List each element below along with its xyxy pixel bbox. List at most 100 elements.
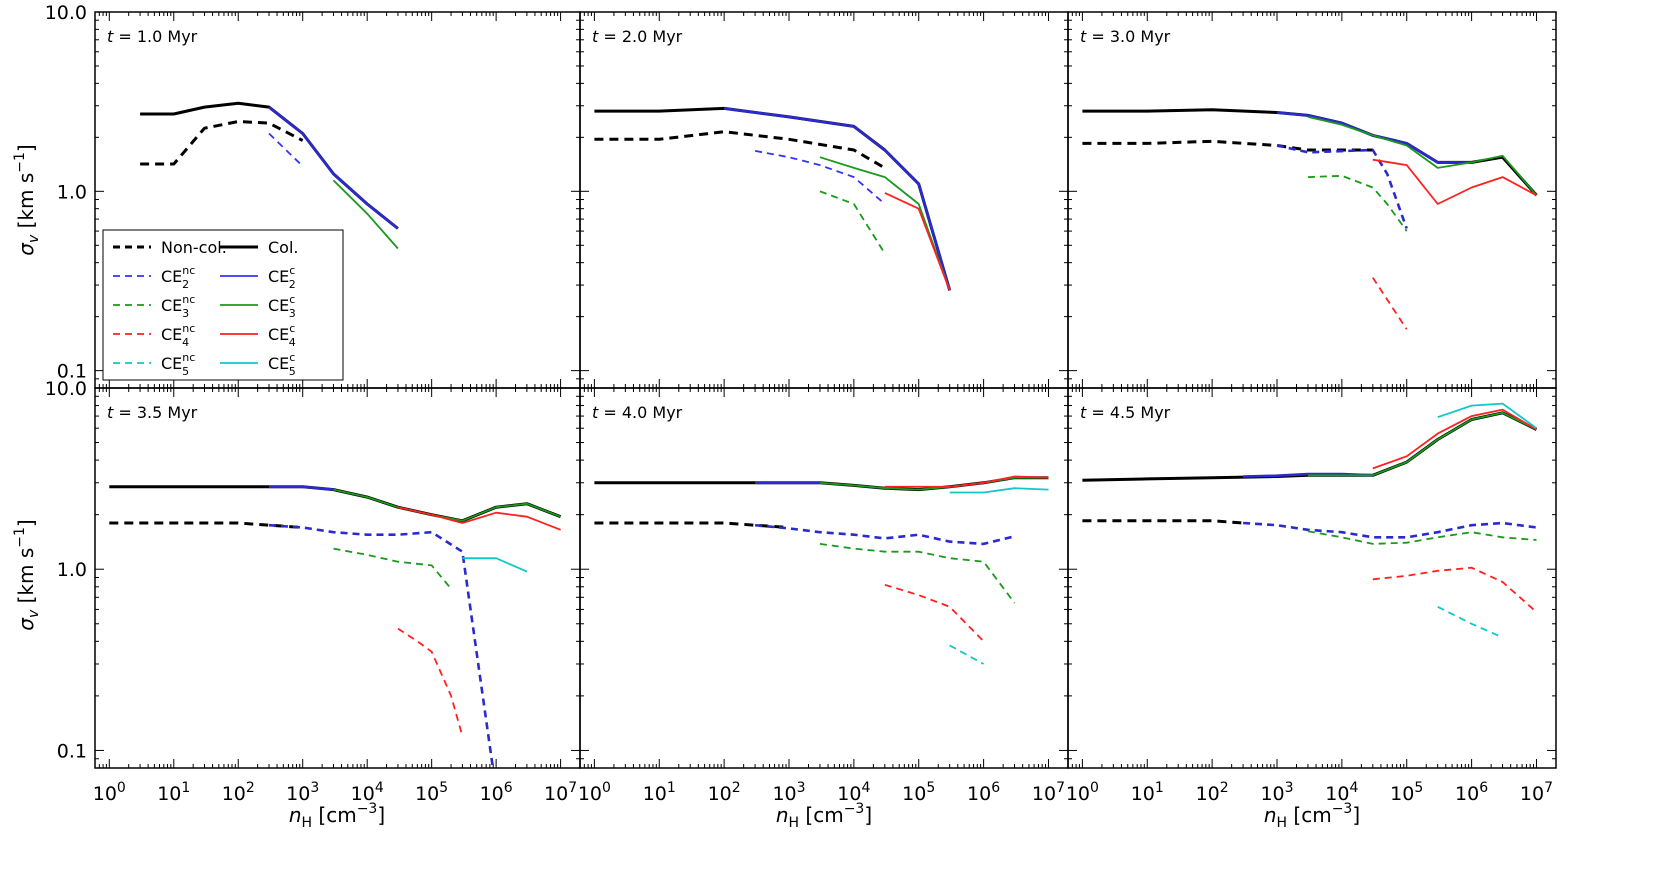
y-tick-label: 1.0 — [57, 559, 87, 581]
legend-label: CEc 5 — [268, 351, 296, 378]
axis-ticks — [1067, 11, 1556, 389]
axis-ticks — [1067, 387, 1556, 769]
y-tick-label: 0.1 — [57, 740, 87, 762]
x-tick-label: 104 — [351, 780, 384, 805]
x-tick-label: 105 — [1390, 780, 1423, 805]
series-line-ce4-nc — [397, 627, 464, 737]
legend-label: Non-col. — [161, 238, 227, 257]
x-tick-label: 106 — [480, 780, 513, 805]
series-line-ce3-nc — [1307, 174, 1408, 232]
series-line-non-col- — [109, 521, 303, 529]
series-line-ce4-nc — [884, 583, 985, 642]
series-line-ce5-nc — [949, 644, 985, 665]
series-line-ce3-nc — [819, 190, 886, 254]
series-line-ce5-c — [949, 487, 1049, 494]
series-line-ce2-nc — [1276, 144, 1408, 229]
x-tick-label: 107 — [1520, 780, 1553, 805]
series-line-ce2-nc — [754, 150, 886, 205]
x-tick-label: 104 — [1325, 780, 1358, 805]
panel-5: t = 4.0 Myr 100 101 102 103 104 105 106 107 — [578, 387, 1069, 805]
series-line-col- — [1082, 108, 1538, 197]
panel-6: t = 4.5 Myr 100 101 102 103 104 105 106 107 — [1066, 387, 1557, 805]
x-tick-label: 107 — [1032, 780, 1065, 805]
series-line-col- — [109, 485, 562, 523]
series-line-ce3-c — [1307, 411, 1537, 477]
x-tick-label: 102 — [222, 780, 255, 805]
panel-time-label: t = 4.0 Myr — [592, 403, 683, 422]
panel-4: t = 3.5 Myr 10.0 1.0 0.1 100 101 102 103 104 105 1… — [45, 378, 581, 805]
y-tick-label: 1.0 — [57, 181, 87, 203]
panel-frame — [1067, 387, 1557, 769]
series-line-ce2-nc — [268, 132, 304, 167]
x-tick-label: 100 — [93, 780, 126, 805]
x-tick-label: 101 — [643, 780, 676, 805]
y-tick-label: 10.0 — [45, 378, 87, 400]
series-line-col- — [594, 106, 952, 291]
series-line-ce3-nc — [819, 543, 1016, 604]
series-line-ce2-nc — [754, 523, 1015, 546]
series-line-ce2-c — [269, 485, 334, 491]
panels-group: t = 1.0 Myr 10.0 1.0 0.1 t = 2.0 Myr t = 3.0 … — [45, 2, 1557, 805]
x-tick-label: 103 — [772, 780, 805, 805]
panel-time-label: t = 2.0 Myr — [592, 27, 683, 46]
axis-ticks — [94, 387, 580, 769]
x-tick-label: 100 — [1066, 780, 1099, 805]
series-line-ce4-nc — [1372, 277, 1408, 330]
panel-time-label: t = 4.5 Myr — [1080, 403, 1171, 422]
series-line-ce3-c — [819, 156, 951, 291]
panel-3: t = 3.0 Myr — [1067, 11, 1557, 389]
x-tick-label: 106 — [967, 780, 1000, 805]
panel-frame — [579, 11, 1069, 389]
axis-labels: nH [cm−3] nH [cm−3] nH [cm−3] σv [km s−1] σv… — [12, 144, 1360, 831]
y-axis-label: σv [km s−1] — [12, 519, 42, 630]
y-tick-label: 10.0 — [45, 2, 87, 24]
series-line-ce3-nc — [1307, 530, 1537, 545]
y-axis-label: σv [km s−1] — [12, 144, 42, 255]
series-line-non-col- — [594, 130, 886, 170]
x-tick-label: 101 — [1131, 780, 1164, 805]
series-line-ce4-c — [884, 192, 951, 291]
axis-ticks — [579, 11, 1068, 389]
x-tick-label: 106 — [1455, 780, 1488, 805]
x-axis-label: nH [cm−3] — [1264, 801, 1360, 831]
series-line-ce4-c — [397, 506, 561, 531]
x-tick-label: 101 — [157, 780, 190, 805]
panel-frame — [1067, 11, 1557, 389]
panel-1: t = 1.0 Myr 10.0 1.0 0.1 — [45, 2, 581, 389]
y-tick-label: 0.1 — [57, 361, 87, 383]
series-line-non-col- — [140, 120, 304, 166]
series-line-ce4-c — [1372, 158, 1537, 205]
x-tick-label: 104 — [837, 780, 870, 805]
series-line-non-col- — [1082, 519, 1244, 525]
x-axis-label: nH [cm−3] — [776, 801, 872, 831]
series-line-ce2-c — [723, 107, 951, 291]
panel-time-label: t = 1.0 Myr — [107, 27, 198, 46]
series-line-ce3-c — [333, 488, 561, 522]
series-line-ce2-nc — [1243, 521, 1537, 539]
legend-label: Col. — [268, 238, 299, 257]
x-tick-label: 100 — [578, 780, 611, 805]
x-tick-label: 102 — [1196, 780, 1229, 805]
legend-label: CEnc 4 — [161, 322, 195, 349]
x-axis-label: nH [cm−3] — [289, 801, 385, 831]
legend-label: CEc 4 — [268, 322, 296, 349]
series-line-ce4-c — [884, 475, 1049, 488]
series-line-ce5-c — [462, 557, 528, 573]
series-line-ce5-c — [1437, 402, 1538, 429]
series-line-ce4-nc — [1372, 566, 1538, 613]
panel-frame — [94, 387, 581, 769]
panel-time-label: t = 3.0 Myr — [1080, 27, 1171, 46]
legend-label: CEnc 5 — [161, 351, 195, 378]
series-line-ce3-nc — [333, 547, 452, 590]
series-line-ce3-c — [819, 476, 1049, 491]
series-line-col- — [140, 101, 399, 230]
series-line-ce2-c — [268, 106, 399, 230]
x-tick-label: 103 — [286, 780, 319, 805]
series-line-col- — [1082, 411, 1538, 482]
panel-2: t = 2.0 Myr — [579, 11, 1069, 389]
series-line-non-col- — [1082, 139, 1373, 152]
legend-label: CEc 3 — [268, 293, 296, 320]
x-tick-label: 103 — [1260, 780, 1293, 805]
